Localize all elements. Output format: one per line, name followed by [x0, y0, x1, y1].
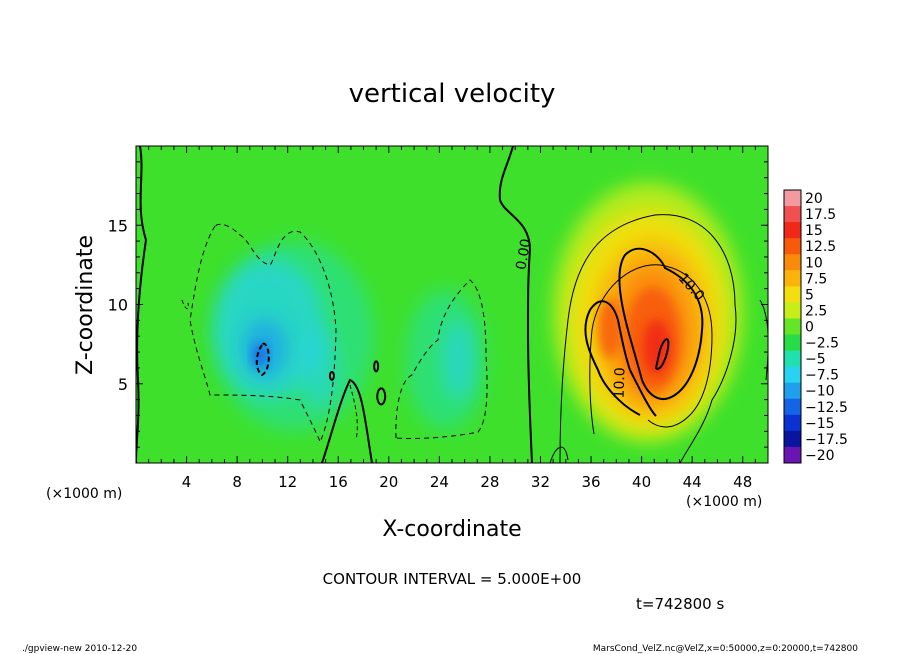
colorbar-swatch-8	[784, 318, 801, 336]
field-regions	[213, 182, 743, 443]
contour-line-6	[589, 264, 713, 435]
x-tick-label-40: 40	[632, 473, 651, 491]
colorbar-label-14: −15	[805, 416, 835, 432]
x-tick-label-12: 12	[278, 473, 297, 491]
colorbar-label-0: 20	[805, 191, 823, 207]
contours	[136, 146, 768, 463]
y-tick-label-10: 10	[108, 296, 128, 315]
contour-small-2	[376, 387, 387, 406]
colorbar-swatch-6	[784, 286, 801, 303]
colorbar: 2017.51512.5107.552.50−2.5−5−7.5−10−12.5…	[783, 189, 848, 464]
contour-line-4	[549, 446, 569, 463]
x-tick-label-48: 48	[733, 473, 752, 491]
colorbar-swatch-1	[784, 206, 801, 223]
x-axis-title: X-coordinate	[382, 517, 521, 542]
x-tick-label-32: 32	[531, 473, 550, 491]
field-region-4	[301, 327, 338, 408]
x-tick-label-36: 36	[581, 473, 600, 491]
chart-title: vertical velocity	[349, 79, 556, 109]
colorbar-swatch-3	[784, 238, 801, 255]
contour-line-2	[321, 378, 373, 463]
colorbar-swatch-13	[784, 398, 801, 416]
colorbar-swatch-4	[784, 254, 801, 271]
contour-line-8	[618, 247, 704, 400]
contour-line-1	[136, 146, 148, 463]
colorbar-swatch-16	[784, 446, 801, 464]
colorbar-frame	[783, 189, 802, 464]
colorbar-label-15: −17.5	[805, 432, 848, 448]
contour-interval-text: CONTOUR INTERVAL = 5.000E+00	[323, 570, 582, 588]
colorbar-swatch-9	[784, 334, 801, 352]
y-axis-unit: (×1000 m)	[46, 486, 122, 502]
colorbar-swatch-10	[784, 350, 801, 368]
colorbar-swatch-5	[784, 270, 801, 287]
time-text: t=742800 s	[636, 595, 724, 613]
field-region-12	[598, 298, 622, 359]
colorbar-label-3: 12.5	[805, 239, 836, 255]
colorbar-swatch-15	[784, 430, 801, 448]
colorbar-label-7: 2.5	[805, 303, 827, 319]
x-axis-unit: (×1000 m)	[686, 494, 762, 510]
contour-line-12	[395, 279, 488, 440]
colorbar-label-16: −20	[805, 448, 835, 464]
contour-label-zero: 0.00	[513, 238, 534, 271]
x-tick-label-20: 20	[379, 473, 398, 491]
colorbar-label-12: −10	[805, 384, 835, 400]
colorbar-swatch-14	[784, 414, 801, 432]
contour-small-0	[373, 360, 380, 373]
colorbar-swatch-0	[784, 190, 801, 207]
colorbar-swatch-2	[784, 222, 801, 239]
contour-line-3	[559, 214, 737, 463]
y-axis-title: Z-coordinate	[73, 235, 98, 375]
y-tick-label-15: 15	[108, 216, 128, 235]
x-tick-label-24: 24	[430, 473, 449, 491]
colorbar-label-9: −2.5	[805, 336, 839, 352]
colorbar-label-13: −12.5	[805, 400, 848, 416]
contour-line-7	[584, 300, 657, 417]
x-tick-label-8: 8	[232, 473, 242, 491]
contour-line-0	[498, 146, 533, 463]
contour-line-14	[349, 384, 358, 441]
x-tick-label-4: 4	[182, 473, 192, 491]
y-tick-label-5: 5	[118, 375, 128, 394]
contour-label-ten-left: 10.0	[611, 367, 628, 399]
contour-line-11	[255, 342, 270, 377]
plot-area	[136, 146, 768, 463]
footer-right: MarsCond_VelZ.nc@VelZ,x=0:50000,z=0:2000…	[593, 644, 858, 654]
colorbar-swatch-7	[784, 302, 801, 319]
colorbar-label-4: 10	[805, 255, 823, 271]
colorbar-label-10: −5	[805, 352, 826, 368]
colorbar-label-5: 7.5	[805, 271, 827, 287]
contour-small-1	[328, 370, 335, 381]
field-region-6	[442, 319, 475, 400]
colorbar-swatch-11	[784, 366, 801, 384]
x-tick-label-44: 44	[683, 473, 702, 491]
contour-line-9	[654, 338, 670, 370]
colorbar-label-2: 15	[805, 223, 823, 239]
contour-line-13	[181, 299, 189, 310]
x-tick-label-16: 16	[329, 473, 348, 491]
contour-line-5	[759, 299, 768, 381]
colorbar-label-1: 17.5	[805, 207, 836, 223]
x-tick-label-28: 28	[480, 473, 499, 491]
footer-left: ./gpview-new 2010-12-20	[22, 644, 137, 654]
colorbar-label-6: 5	[805, 287, 814, 303]
colorbar-label-8: 0	[805, 320, 814, 336]
colorbar-label-11: −7.5	[805, 368, 839, 384]
colorbar-swatch-12	[784, 382, 801, 400]
